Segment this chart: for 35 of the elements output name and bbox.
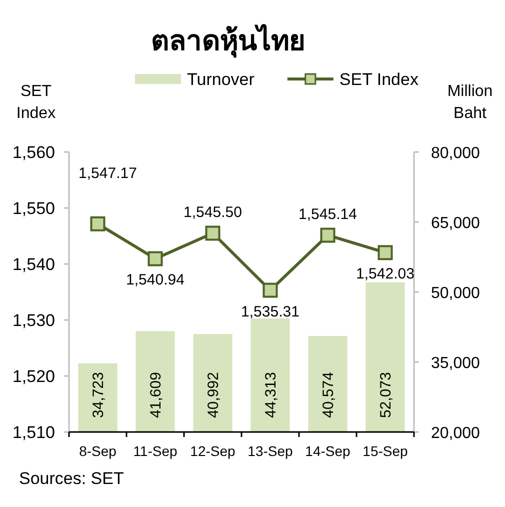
data-label: 1,540.94 (126, 272, 184, 289)
y2-tick-label: 35,000 (431, 355, 480, 372)
data-label: 1,545.50 (184, 204, 242, 222)
y-tick-label: 1,560 (12, 143, 55, 162)
y2-tick-label: 20,000 (431, 425, 480, 442)
x-tick-label: 15-Sep (362, 443, 408, 459)
x-tick-label: 8-Sep (79, 443, 117, 459)
data-label: 40,992 (204, 372, 222, 418)
legend-label: SET Index (339, 70, 419, 89)
x-tick-label: 13-Sep (248, 443, 294, 459)
data-label: 1,535.31 (241, 303, 300, 320)
x-tick-label: 11-Sep (133, 443, 178, 459)
data-label: 34,723 (90, 372, 107, 418)
y2-tick-label: 65,000 (431, 215, 480, 232)
ylabel: SET Index (16, 83, 56, 122)
x-tick-label: 14-Sep (305, 443, 351, 459)
legend-label: Turnover (187, 70, 255, 89)
y-tick-label: 1,510 (12, 423, 55, 442)
data-label: 41,609 (147, 372, 164, 418)
title: ตลาดหุ้นไทย (151, 25, 305, 56)
y-tick-label: 1,520 (12, 367, 55, 386)
y-tick-label: 1,540 (12, 255, 55, 274)
annotation: Sources: SET (19, 469, 124, 488)
data-label: 52,073 (377, 372, 394, 418)
data-label: 40,574 (320, 372, 337, 418)
y-tick-label: 1,530 (12, 311, 55, 330)
data-label: 44,313 (262, 372, 280, 418)
y2-tick-label: 80,000 (431, 145, 480, 162)
y-tick-label: 1,550 (12, 199, 55, 218)
y2-tick-label: 50,000 (431, 285, 480, 302)
data-label: 1,545.14 (298, 206, 357, 224)
data-label: 1,542.03 (356, 266, 414, 283)
y2label: Million Baht (447, 83, 493, 122)
x-tick-label: 12-Sep (190, 443, 236, 459)
data-label: 1,547.17 (78, 164, 137, 182)
